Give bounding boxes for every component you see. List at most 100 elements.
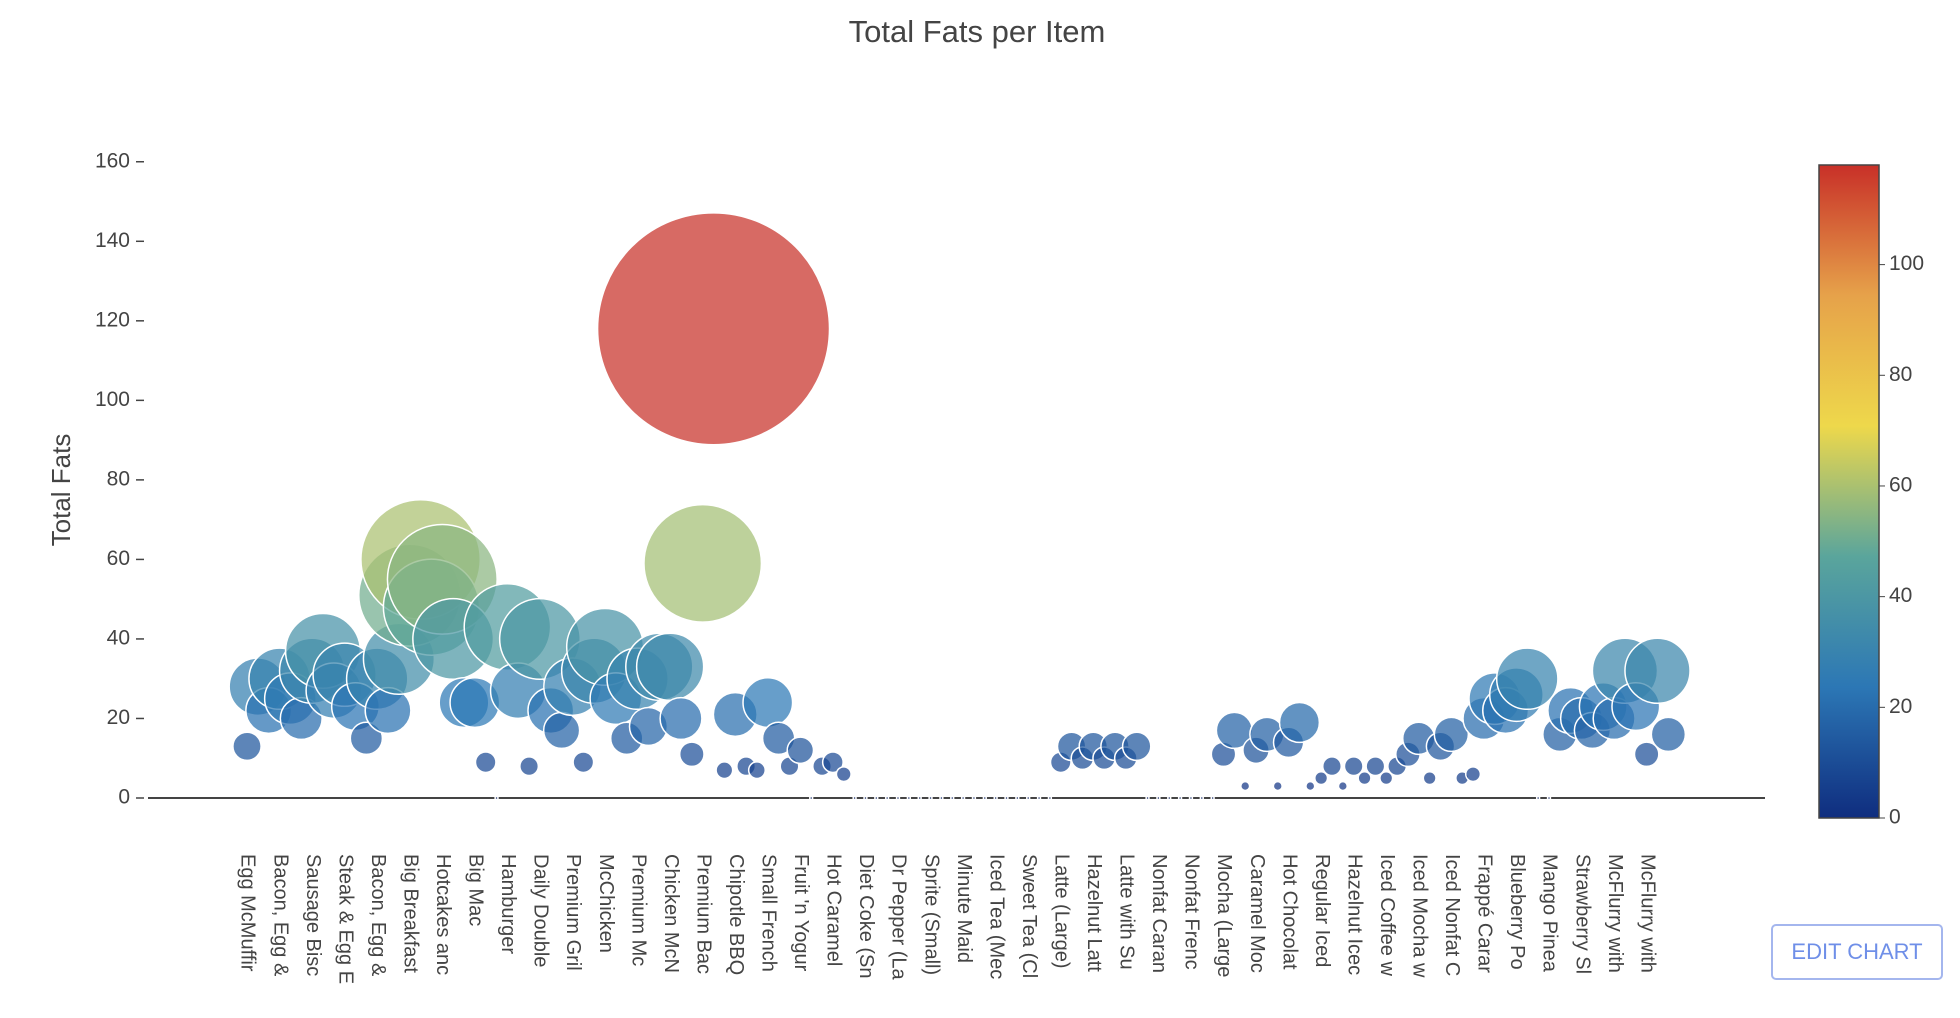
x-tick-label: Blueberry Po	[1506, 854, 1528, 970]
y-tick-label: 160	[95, 149, 130, 172]
x-tick-label: Dr Pepper (La	[888, 854, 910, 980]
bubble	[1004, 795, 1009, 801]
bubble	[939, 795, 944, 801]
bubble	[950, 795, 955, 801]
x-tick-label: Strawberry Sl	[1571, 854, 1593, 974]
x-tick-label: Latte (Large)	[1050, 854, 1072, 969]
bubble	[1156, 795, 1161, 801]
x-tick-label: Daily Double	[530, 854, 552, 967]
x-tick-label: Small French	[758, 854, 780, 972]
bubble	[852, 795, 857, 801]
bubble	[1240, 780, 1251, 792]
bubble	[1272, 780, 1283, 792]
x-tick-label: Steak & Egg E	[334, 854, 356, 984]
colorbar-tick-label: 40	[1889, 584, 1912, 607]
x-tick-label: Caramel Moc	[1246, 854, 1268, 973]
edit-chart-button[interactable]: EDIT CHART	[1771, 924, 1943, 980]
y-tick-label: 80	[107, 467, 130, 490]
x-tick-label: Iced Tea (Mec	[985, 854, 1007, 979]
chart-title: Total Fats per Item	[849, 14, 1106, 49]
x-tick-label: Sprite (Small)	[920, 854, 942, 975]
x-tick-label: Big Breakfast	[399, 854, 421, 973]
y-tick-label: 40	[107, 626, 130, 649]
bubble	[542, 711, 581, 750]
bubble	[1036, 795, 1042, 801]
x-tick-label: Iced Nonfat C	[1441, 854, 1463, 976]
y-tick-label: 120	[95, 308, 130, 331]
x-tick-label: Sausage Bisc	[302, 854, 324, 976]
bubble	[715, 761, 734, 780]
bubble	[863, 795, 868, 801]
bubble	[821, 751, 844, 774]
colorbar-tick-label: 0	[1889, 806, 1901, 829]
bubble	[1422, 771, 1437, 786]
x-tick-label: Chipotle BBQ	[725, 854, 747, 975]
x-tick-label: Minute Maid	[953, 854, 975, 963]
bubble	[906, 795, 912, 801]
bubble	[1624, 637, 1691, 705]
bubble	[1650, 716, 1687, 753]
colorbar-tick-label: 60	[1889, 474, 1912, 497]
x-tick-label: Big Mac	[465, 854, 487, 926]
bubble	[1546, 795, 1552, 801]
bubble	[971, 795, 977, 801]
bubble	[1495, 647, 1559, 711]
y-tick-label: 20	[107, 706, 130, 729]
x-tick-label: Iced Coffee w	[1376, 854, 1398, 976]
x-tick-label: Sweet Tea (Cl	[1018, 854, 1040, 978]
bubble	[928, 795, 933, 801]
bubble	[1047, 795, 1053, 801]
x-tick-label: Hamburger	[497, 854, 519, 954]
bubble	[1321, 756, 1343, 777]
bubble	[1365, 756, 1386, 777]
bubble	[1535, 795, 1541, 801]
bubble	[1177, 795, 1183, 801]
x-tick-label: Nonfat Frenc	[1181, 854, 1203, 970]
bubble	[1314, 771, 1329, 786]
x-tick-label: Bacon, Egg &	[367, 854, 389, 977]
x-tick-label: Premium Gril	[562, 854, 584, 971]
x-tick-label: Iced Mocha w	[1409, 854, 1431, 978]
bubble	[1025, 795, 1031, 801]
bubble	[1278, 701, 1321, 744]
bubble	[1210, 795, 1215, 801]
colorbar-tick-label: 20	[1889, 695, 1912, 718]
y-tick-label: 60	[107, 547, 130, 570]
bubble	[643, 503, 763, 623]
bubble	[232, 731, 262, 762]
x-tick-label: Hazelnut Icec	[1343, 854, 1365, 975]
bubble	[1433, 716, 1470, 753]
x-tick-label: Mocha (Large	[1213, 854, 1235, 977]
x-tick-label: Nonfat Caran	[1148, 854, 1170, 973]
x-tick-label: Diet Coke (Sn	[855, 854, 877, 979]
x-tick-label: Bacon, Egg &	[269, 854, 291, 977]
x-tick-label: Premium Bac	[692, 854, 714, 974]
bubble	[1167, 795, 1172, 801]
x-tick-label: Fruit 'n Yogur	[790, 854, 812, 972]
bubble	[993, 795, 998, 801]
bubble	[786, 736, 815, 765]
bubble	[635, 632, 705, 702]
bubble	[742, 677, 794, 729]
bubble	[960, 795, 966, 801]
x-tick-label: McFlurry with	[1636, 854, 1658, 973]
bubble	[474, 751, 497, 774]
bubble	[1464, 766, 1482, 783]
x-tick-label: Hot Caramel	[823, 854, 845, 966]
x-tick-label: Hotcakes anc	[432, 854, 454, 975]
bubble	[1305, 780, 1316, 792]
y-tick-label: 100	[95, 388, 130, 411]
colorbar-tick-label: 100	[1889, 252, 1924, 275]
bubble	[596, 212, 831, 446]
bubble	[1188, 795, 1194, 801]
x-tick-label: Latte with Su	[1116, 854, 1138, 970]
x-tick-label: Premium Mc	[627, 854, 649, 966]
bubble	[1357, 771, 1372, 786]
bubble	[1199, 795, 1205, 801]
bubble	[874, 795, 879, 801]
bubble	[747, 761, 766, 780]
bubble	[659, 696, 703, 741]
bubble	[917, 795, 922, 801]
